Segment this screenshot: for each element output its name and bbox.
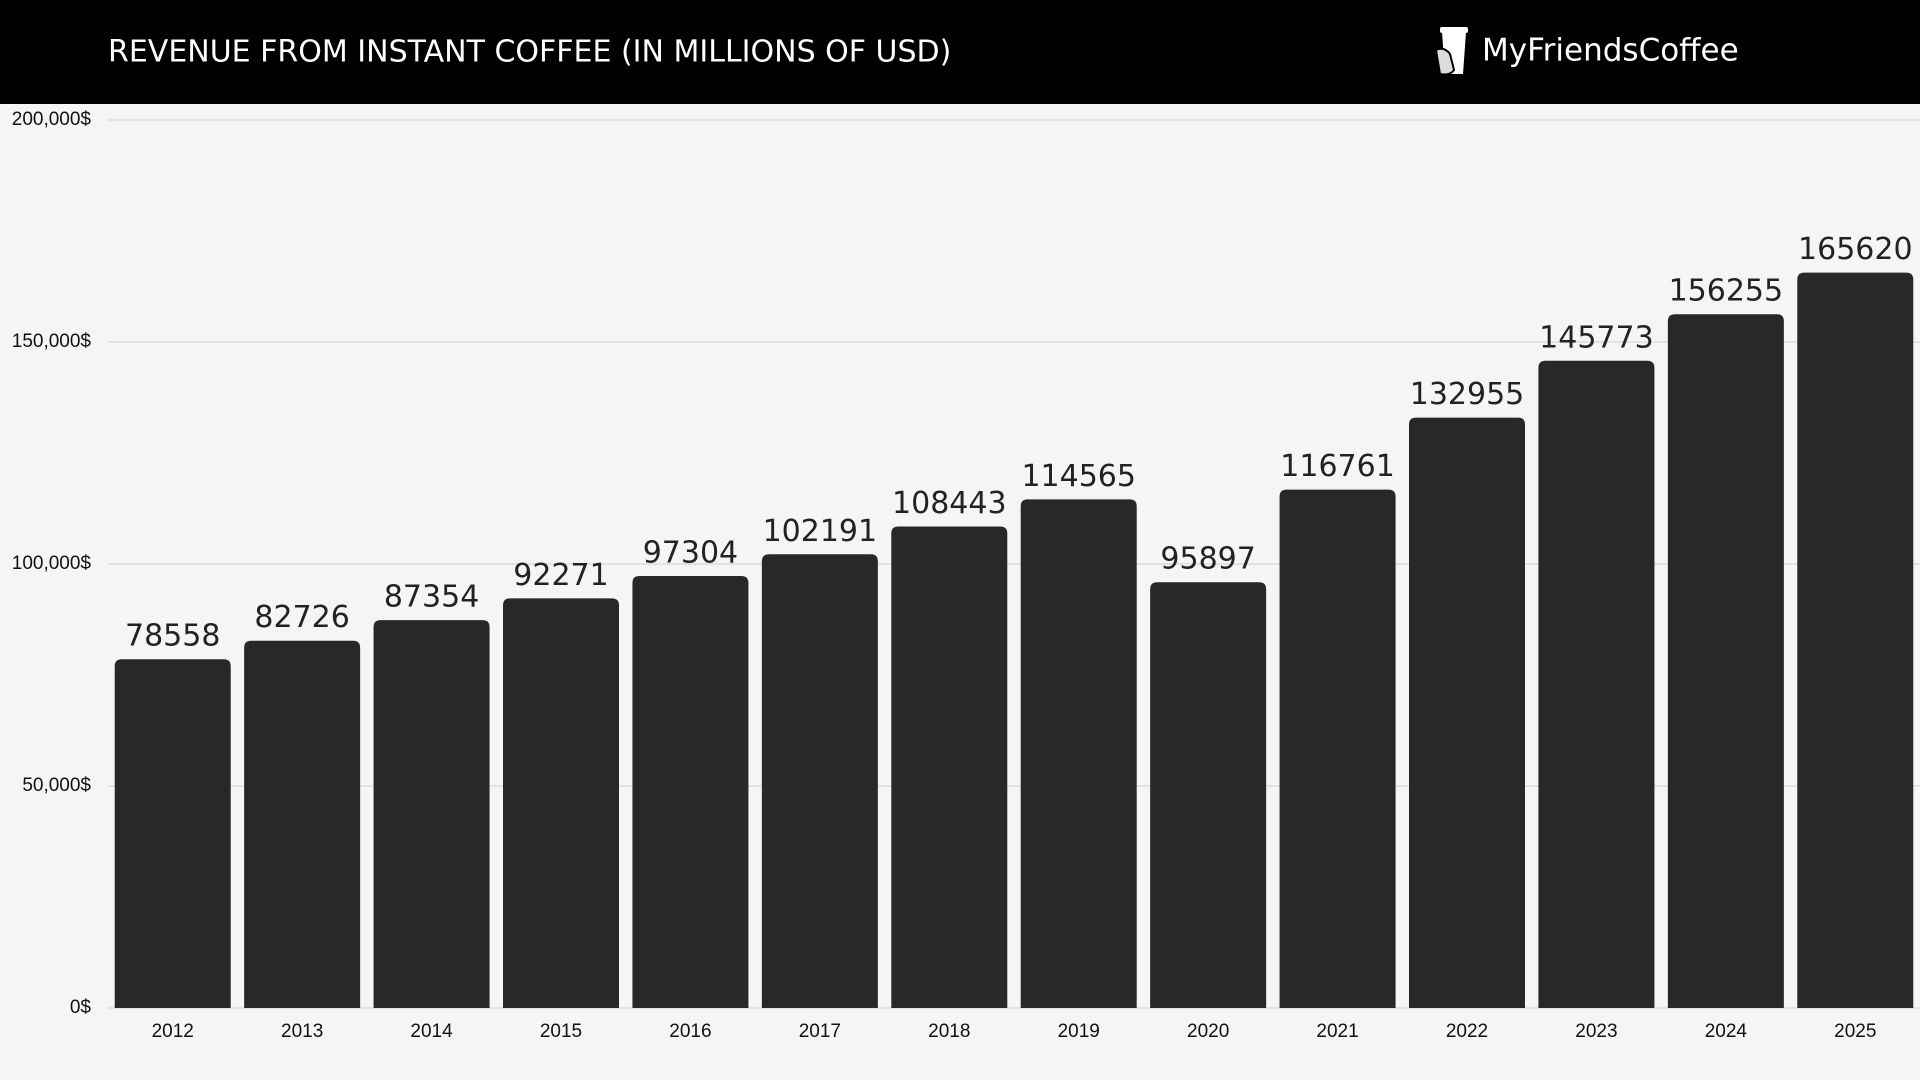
- x-tick-label: 2017: [799, 1021, 841, 1042]
- x-tick-label: 2024: [1705, 1021, 1748, 1042]
- bar: [891, 526, 1008, 1008]
- value-label: 97304: [643, 535, 738, 570]
- value-label: 87354: [384, 580, 479, 615]
- x-tick-label: 2025: [1834, 1021, 1876, 1042]
- bar: [1538, 360, 1655, 1008]
- x-tick-label: 2023: [1575, 1021, 1617, 1042]
- x-tick-label: 2014: [410, 1021, 453, 1042]
- bar: [1279, 489, 1396, 1008]
- value-label: 165620: [1798, 232, 1913, 267]
- x-tick-label: 2020: [1187, 1021, 1229, 1042]
- y-tick-label: 50,000$: [22, 775, 91, 796]
- brand-logo: [1434, 27, 1468, 76]
- bar: [1409, 417, 1525, 1008]
- bar: [244, 640, 361, 1008]
- value-label: 145773: [1539, 320, 1654, 355]
- x-tick-label: 2013: [281, 1021, 323, 1042]
- header-bar: [0, 0, 1920, 104]
- brand-name: MyFriendsCoffee: [1482, 33, 1739, 69]
- value-label: 95897: [1160, 542, 1255, 577]
- bar: [1020, 499, 1137, 1008]
- value-label: 102191: [763, 514, 878, 549]
- bar: [1150, 582, 1267, 1008]
- chart-title: REVENUE FROM INSTANT COFFEE (IN MILLIONS…: [108, 35, 951, 70]
- x-tick-label: 2012: [152, 1021, 194, 1042]
- bar: [761, 554, 878, 1008]
- x-tick-label: 2021: [1316, 1021, 1358, 1042]
- x-tick-label: 2018: [928, 1021, 970, 1042]
- value-label: 114565: [1021, 459, 1136, 494]
- bar: [1797, 272, 1914, 1008]
- bar: [632, 575, 749, 1008]
- x-tick-label: 2022: [1446, 1021, 1488, 1042]
- value-label: 92271: [513, 558, 608, 593]
- value-label: 82726: [254, 600, 349, 635]
- bar: [114, 659, 231, 1008]
- logo-hand: [1434, 47, 1456, 76]
- y-tick-label: 100,000$: [12, 553, 92, 574]
- value-label: 132955: [1410, 377, 1525, 412]
- y-tick-label: 200,000$: [12, 109, 92, 130]
- x-tick-label: 2016: [669, 1021, 711, 1042]
- value-label: 78558: [125, 619, 220, 654]
- bar: [373, 620, 490, 1008]
- y-tick-label: 0$: [70, 997, 92, 1018]
- value-label: 156255: [1669, 274, 1784, 309]
- y-tick-label: 150,000$: [12, 331, 92, 352]
- value-label: 108443: [892, 486, 1007, 521]
- x-tick-label: 2015: [540, 1021, 582, 1042]
- logo-lid: [1440, 27, 1468, 33]
- bar: [503, 598, 619, 1008]
- value-label: 116761: [1280, 449, 1395, 484]
- bar: [1667, 314, 1784, 1009]
- x-tick-label: 2019: [1058, 1021, 1100, 1042]
